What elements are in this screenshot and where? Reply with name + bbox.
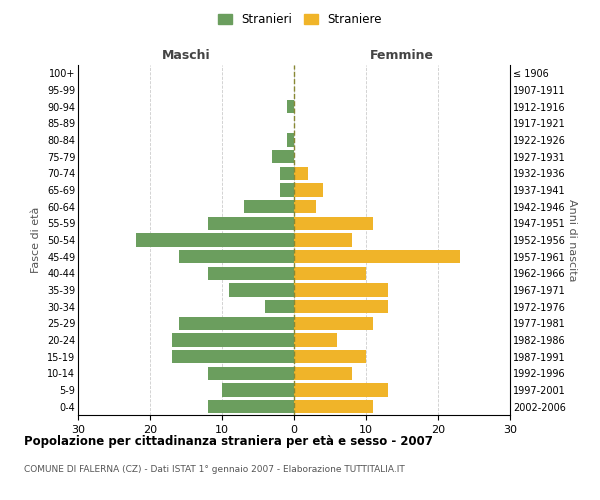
Bar	[294, 216, 373, 230]
Bar	[136, 234, 294, 246]
Bar	[208, 216, 294, 230]
Bar	[294, 284, 388, 296]
Bar	[294, 166, 308, 180]
Bar	[294, 366, 352, 380]
Bar	[272, 150, 294, 164]
Bar	[294, 350, 366, 364]
Bar	[287, 134, 294, 146]
Bar	[265, 300, 294, 314]
Text: Popolazione per cittadinanza straniera per età e sesso - 2007: Popolazione per cittadinanza straniera p…	[24, 435, 433, 448]
Bar	[208, 366, 294, 380]
Bar	[294, 300, 388, 314]
Bar	[280, 184, 294, 196]
Bar	[244, 200, 294, 213]
Bar	[287, 100, 294, 114]
Bar	[294, 266, 366, 280]
Bar	[294, 400, 373, 413]
Bar	[280, 166, 294, 180]
Bar	[208, 400, 294, 413]
Bar	[294, 234, 352, 246]
Bar	[172, 334, 294, 346]
Bar	[172, 350, 294, 364]
Bar	[294, 316, 373, 330]
Bar	[179, 250, 294, 264]
Y-axis label: Fasce di età: Fasce di età	[31, 207, 41, 273]
Y-axis label: Anni di nascita: Anni di nascita	[567, 198, 577, 281]
Bar	[208, 266, 294, 280]
Bar	[229, 284, 294, 296]
Bar	[294, 384, 388, 396]
Bar	[294, 200, 316, 213]
Bar	[294, 334, 337, 346]
Text: COMUNE DI FALERNA (CZ) - Dati ISTAT 1° gennaio 2007 - Elaborazione TUTTITALIA.IT: COMUNE DI FALERNA (CZ) - Dati ISTAT 1° g…	[24, 465, 405, 474]
Legend: Stranieri, Straniere: Stranieri, Straniere	[213, 8, 387, 31]
Bar	[294, 184, 323, 196]
Text: Maschi: Maschi	[161, 48, 211, 62]
Text: Femmine: Femmine	[370, 48, 434, 62]
Bar	[294, 250, 460, 264]
Bar	[222, 384, 294, 396]
Bar	[179, 316, 294, 330]
